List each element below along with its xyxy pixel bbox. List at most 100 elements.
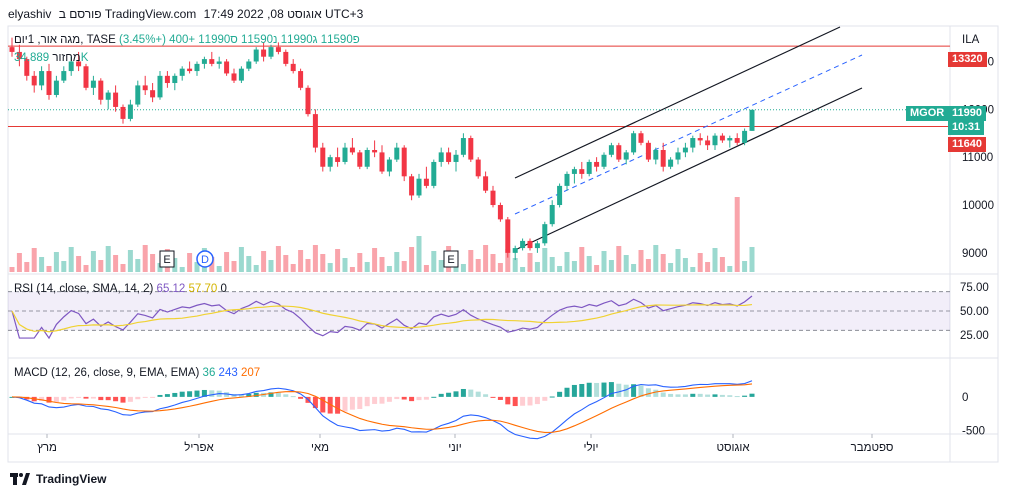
candle-body — [712, 135, 718, 146]
open-value: פ11590 — [320, 34, 360, 46]
candle-body — [423, 178, 429, 186]
macd-histogram-bar — [409, 396, 415, 402]
macd-histogram-bar — [290, 396, 296, 398]
candle-body — [98, 80, 104, 100]
candle-body — [268, 47, 274, 57]
candle-body — [9, 47, 15, 52]
macd-tick-label: 0 — [962, 392, 968, 404]
candle-body — [238, 68, 244, 81]
rsi-line — [11, 295, 753, 340]
volume-bar — [312, 245, 318, 272]
publish-datetime: אוגוסט 08, 2022 17:49 UTC+3 — [203, 7, 364, 21]
macd-histogram-bar — [320, 396, 326, 413]
price-tick-label: 11000 — [962, 152, 993, 164]
macd-histogram-bar — [586, 382, 592, 397]
rsi-ma-line — [11, 303, 753, 333]
candle-body — [416, 178, 422, 196]
volume-bar — [386, 266, 392, 272]
volume-bar — [557, 266, 563, 272]
macd-histogram-bar — [505, 396, 511, 405]
macd-histogram-bar — [135, 396, 141, 400]
volume-bar — [16, 253, 22, 272]
macd-histogram-bar — [734, 396, 740, 398]
macd-histogram-bar — [660, 392, 666, 397]
candle-body — [594, 161, 600, 167]
volume-bar — [727, 266, 733, 272]
volume-bar — [549, 257, 555, 272]
macd-histogram-bar — [379, 396, 385, 404]
earnings-marker — [159, 250, 175, 268]
volume-bar — [61, 261, 67, 272]
close-value: ס11990 — [198, 34, 238, 46]
low-value: נ11590 — [241, 34, 278, 46]
macd-histogram-bar — [68, 396, 74, 399]
tradingview-brand[interactable]: TradingView — [10, 472, 106, 486]
candle-body — [475, 159, 481, 177]
candle-body — [364, 150, 370, 167]
volume-bar — [409, 247, 415, 272]
macd-histogram-bar — [431, 396, 437, 398]
volume-bar — [187, 253, 193, 272]
macd-histogram-bar — [120, 396, 126, 403]
volume-bar — [76, 256, 82, 272]
x-axis-label: אפריל — [184, 441, 214, 454]
macd-line-value: 243 — [218, 367, 238, 379]
candle-body — [172, 75, 178, 84]
volume-bar — [357, 253, 363, 272]
channel-lower-line — [514, 87, 863, 251]
macd-histogram-bar — [727, 395, 733, 397]
volume-bar — [668, 263, 674, 272]
macd-histogram-bar — [342, 396, 348, 412]
volume-bar — [320, 254, 326, 272]
macd-histogram-bar — [645, 388, 651, 397]
candle-body — [460, 138, 466, 155]
volume-bar — [135, 259, 141, 272]
volume-bar — [594, 265, 600, 272]
candle-body — [335, 157, 341, 162]
candle-body — [446, 152, 452, 162]
volume-legend[interactable]: מחזור 34.889K — [14, 52, 88, 64]
candle-body — [601, 154, 607, 167]
dividend-marker-label: D — [201, 254, 209, 266]
macd-histogram-bar — [113, 396, 119, 402]
volume-bar — [571, 261, 577, 272]
macd-histogram-bar — [246, 393, 252, 397]
earnings-marker-label: E — [447, 254, 454, 266]
volume-bar — [342, 258, 348, 272]
instrument-name: מגה אור, 1יום, TASE — [14, 34, 116, 46]
volume-bar — [623, 255, 629, 272]
rsi-label: RSI (14, close, SMA, 14, 2) — [14, 283, 154, 295]
rsi-legend[interactable]: RSI (14, close, SMA, 14, 2) 65.12 57.70 … — [14, 283, 227, 295]
volume-bar — [231, 261, 237, 272]
macd-histogram-bar — [534, 396, 540, 405]
high-value: ג11990 — [280, 34, 318, 46]
candle-body — [409, 176, 415, 196]
macd-histogram-bar — [127, 396, 133, 402]
volume-bar — [246, 256, 252, 272]
x-axis-label: יוני — [448, 442, 461, 454]
candle-body — [527, 240, 533, 249]
volume-bar — [372, 248, 378, 272]
volume-bar — [31, 248, 37, 272]
volume-bar — [127, 250, 133, 272]
volume-bar — [520, 267, 526, 272]
candle-body — [209, 59, 215, 64]
volume-bar — [283, 255, 289, 272]
earnings-marker — [443, 250, 459, 268]
volume-bar — [364, 262, 370, 272]
volume-bar — [490, 254, 496, 272]
macd-legend[interactable]: MACD (12, 26, close, 9, EMA, EMA) 36 243… — [14, 367, 260, 379]
volume-bar — [631, 264, 637, 272]
candle-body — [275, 47, 281, 52]
macd-hist-value: 36 — [202, 367, 216, 379]
macd-histogram-bar — [512, 396, 518, 407]
macd-histogram-bar — [372, 396, 378, 404]
macd-histogram-bar — [386, 396, 392, 402]
countdown-tag: 10:31 — [948, 120, 985, 135]
candle-body — [127, 104, 133, 119]
ohlc-legend[interactable]: מגה אור, 1יום, TASE פ11590 ג11990 נ11590… — [14, 34, 360, 46]
candle-body — [394, 147, 400, 160]
macd-histogram-bar — [468, 389, 474, 397]
volume-bar — [24, 262, 30, 272]
